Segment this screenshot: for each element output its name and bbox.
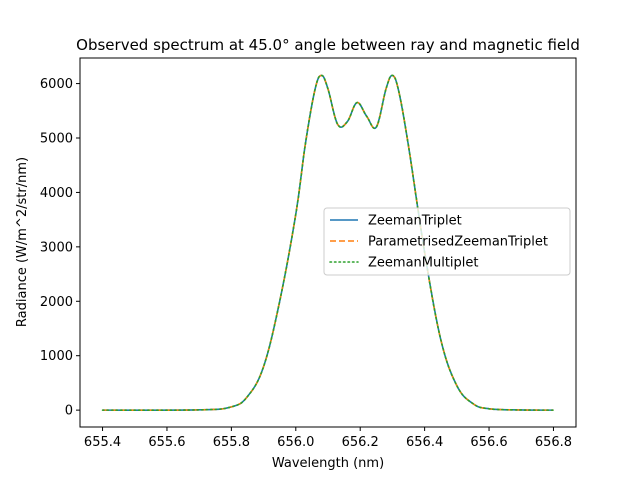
x-tick-label: 656.6 [470, 435, 507, 450]
y-tick-label: 6000 [40, 77, 73, 92]
y-tick-label: 1000 [40, 349, 73, 364]
x-tick-label: 655.4 [84, 435, 121, 450]
legend-box [323, 207, 571, 276]
y-tick-label: 3000 [40, 240, 73, 255]
y-tick-label: 2000 [40, 295, 73, 310]
y-axis-ticks: 0 1000 2000 3000 4000 5000 6000 [40, 77, 80, 419]
x-tick-label: 656.0 [277, 435, 314, 450]
y-tick-label: 5000 [40, 132, 73, 147]
series-line-2 [101, 74, 555, 411]
x-tick-label: 655.6 [148, 435, 185, 450]
x-axis-ticks: 655.4 655.6 655.8 656.0 656.2 656.4 656.6 656.8 [84, 427, 572, 450]
chart-title: Observed spectrum at 45.0° angle between… [76, 36, 580, 54]
legend: ZeemanTriplet ParametrisedZeemanTriplet Ze… [323, 207, 571, 276]
x-tick-label: 655.8 [213, 435, 250, 450]
legend-label-2: ZeemanMultiplet [368, 256, 479, 271]
plot-frame [79, 57, 577, 428]
legend-label-0: ZeemanTriplet [368, 214, 462, 229]
legend-label-1: ParametrisedZeemanTriplet [368, 235, 548, 250]
x-tick-label: 656.4 [406, 435, 443, 450]
y-tick-label: 4000 [40, 186, 73, 201]
series-layer [101, 74, 555, 411]
x-tick-label: 656.2 [342, 435, 379, 450]
x-tick-label: 656.8 [535, 435, 572, 450]
y-tick-label: 0 [65, 404, 73, 419]
legend-items: ZeemanTriplet ParametrisedZeemanTriplet Ze… [329, 214, 548, 271]
y-axis-label: Radiance (W/m^2/str/nm) [15, 157, 30, 327]
x-axis-label: Wavelength (nm) [272, 456, 384, 471]
